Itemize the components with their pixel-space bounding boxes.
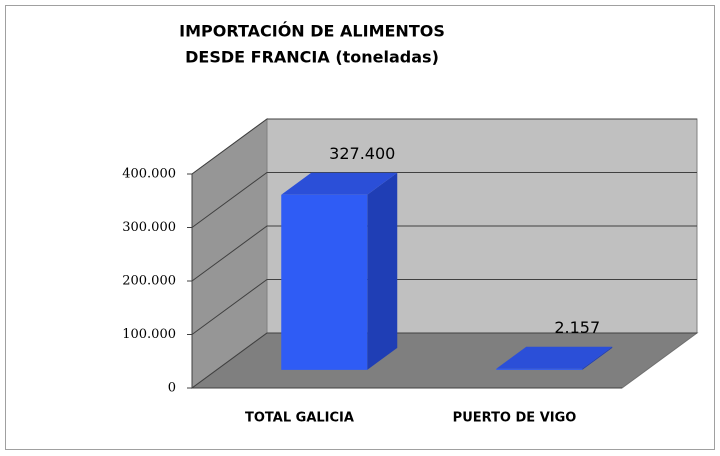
y-tick-label: 0 xyxy=(168,381,176,396)
chart-title: IMPORTACIÓN DE ALIMENTOS xyxy=(179,22,445,41)
chart-title: DESDE FRANCIA (toneladas) xyxy=(185,48,439,67)
x-tick-label: PUERTO DE VIGO xyxy=(453,411,577,426)
x-tick-label: TOTAL GALICIA xyxy=(245,411,354,426)
grid-line xyxy=(191,279,697,335)
bar-top xyxy=(281,172,398,195)
grid-line xyxy=(191,172,697,228)
grid-line xyxy=(191,332,697,389)
grid-line xyxy=(191,225,697,282)
value-label: 2.157 xyxy=(554,318,600,337)
bar-side xyxy=(367,172,398,370)
y-tick-label: 300.000 xyxy=(122,220,176,235)
y-tick-label: 400.000 xyxy=(122,167,176,182)
floor xyxy=(190,332,699,389)
bar-front xyxy=(281,194,368,370)
bar-side xyxy=(582,346,613,370)
y-tick-label: 200.000 xyxy=(122,274,176,289)
grid-line xyxy=(191,118,697,175)
bar-front xyxy=(496,368,583,370)
bar-top xyxy=(496,346,613,369)
value-label: 327.400 xyxy=(329,144,395,163)
y-tick-label: 100.000 xyxy=(122,327,176,342)
